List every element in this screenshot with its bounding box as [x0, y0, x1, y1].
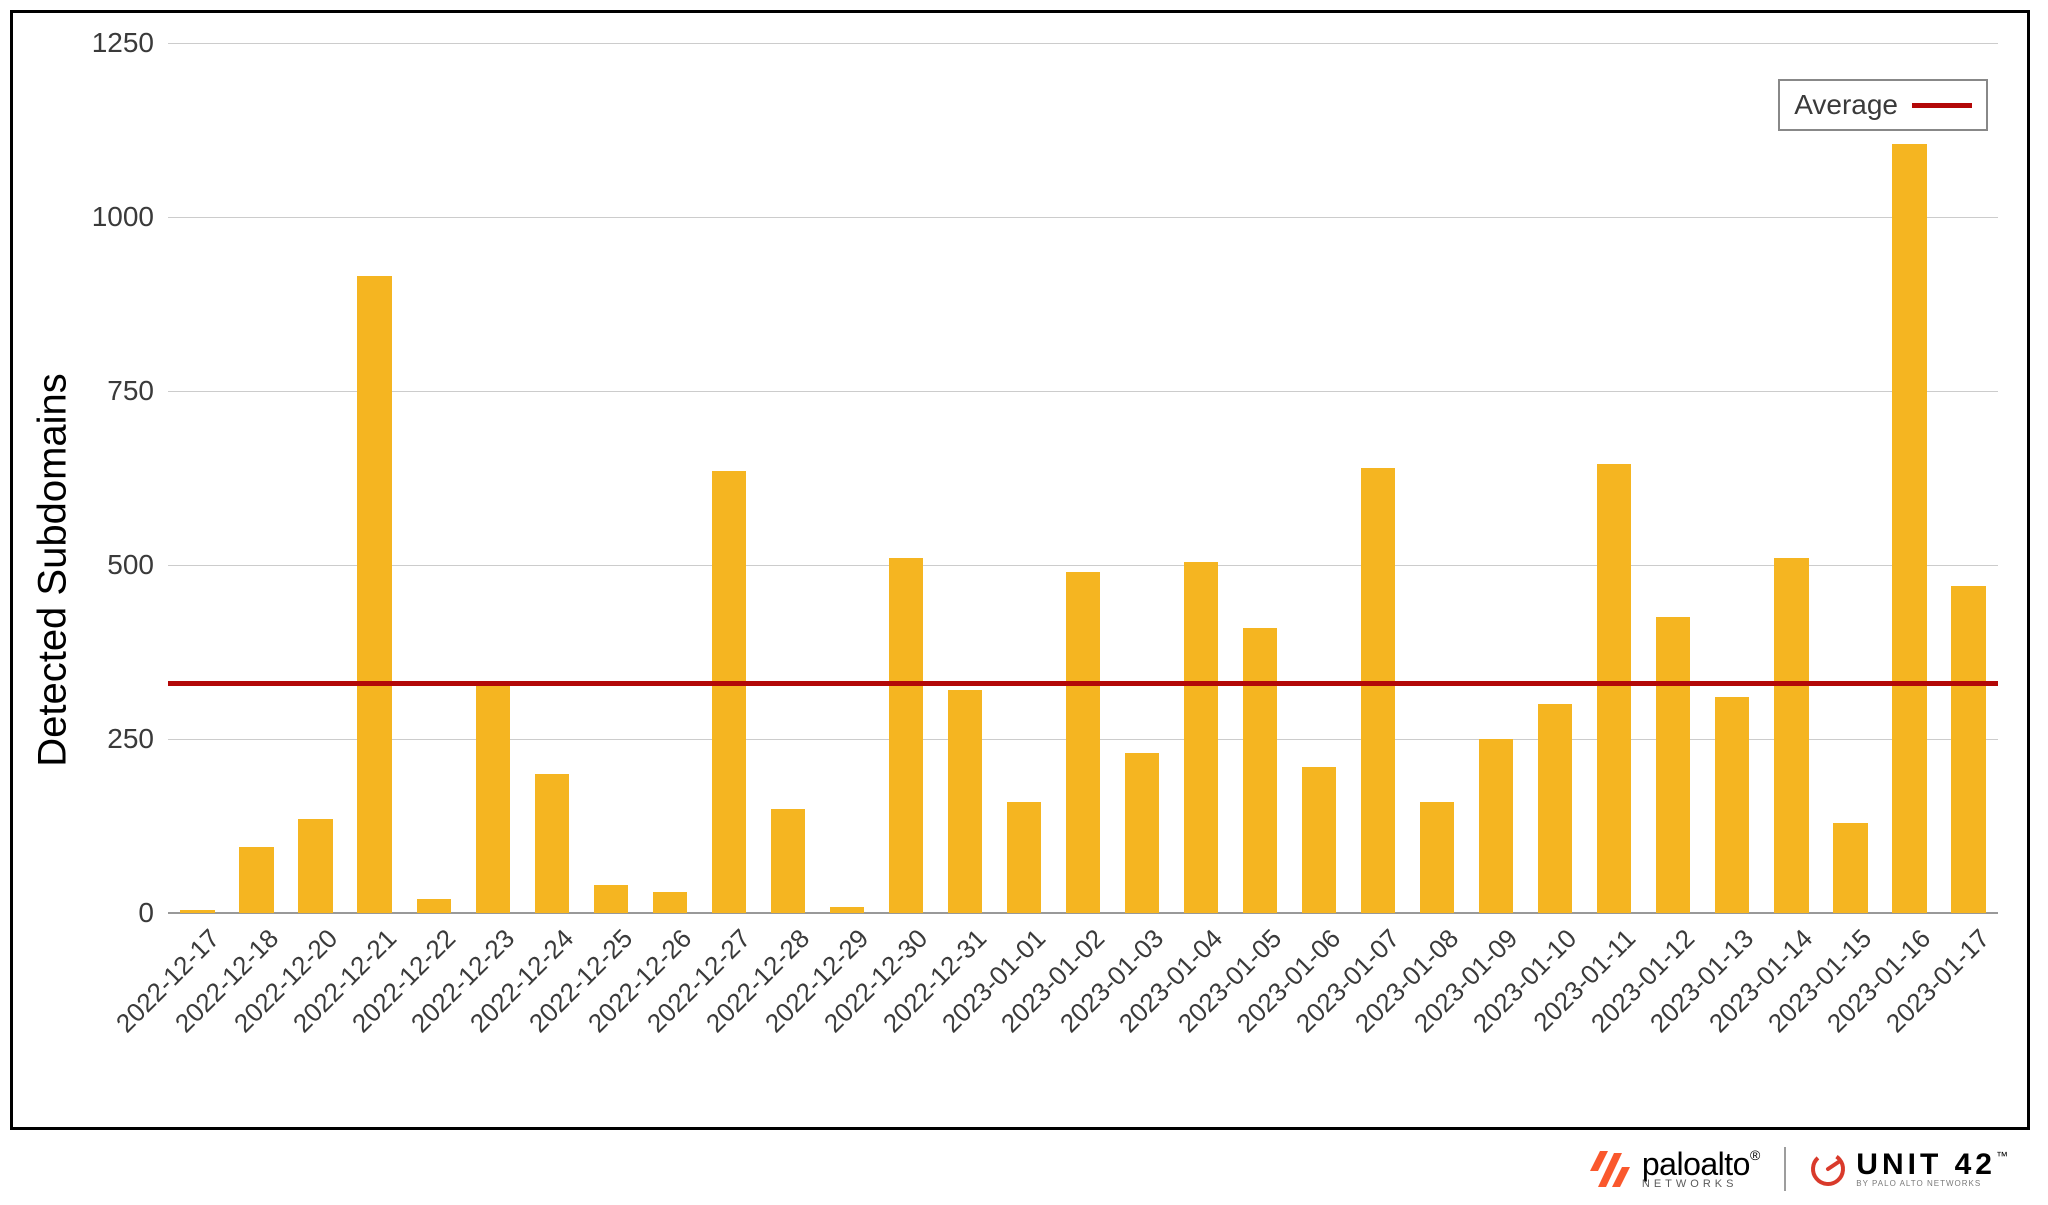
bar — [712, 471, 746, 913]
bar — [1243, 628, 1277, 913]
paloalto-logo: paloalto® NETWORKS — [1588, 1149, 1760, 1190]
chart-frame: Detected Subdomains 2022-12-172022-12-18… — [10, 10, 2030, 1130]
footer-logos: paloalto® NETWORKS UNIT 42™ BY PALO ALTO… — [1588, 1147, 2008, 1191]
bar — [1538, 704, 1572, 913]
unit42-text: UNIT 42 — [1856, 1148, 1996, 1181]
paloalto-text: paloalto — [1642, 1146, 1750, 1182]
unit42-tm: ™ — [1996, 1149, 2008, 1163]
y-tick-label: 1250 — [92, 27, 154, 59]
y-tick-label: 0 — [138, 897, 154, 929]
unit42-wordmark: UNIT 42™ BY PALO ALTO NETWORKS — [1856, 1150, 2008, 1188]
bar — [535, 774, 569, 913]
average-line — [168, 681, 1998, 686]
bar — [1656, 617, 1690, 913]
legend-label-average: Average — [1794, 89, 1898, 121]
bar — [476, 683, 510, 913]
legend-swatch-average — [1912, 103, 1972, 108]
bar — [1479, 739, 1513, 913]
unit42-logo: UNIT 42™ BY PALO ALTO NETWORKS — [1810, 1150, 2008, 1188]
bar — [1597, 464, 1631, 913]
bar — [1007, 802, 1041, 913]
bar — [830, 907, 864, 913]
bar — [1951, 586, 1985, 913]
bar — [417, 899, 451, 913]
bar — [239, 847, 273, 913]
legend: Average — [1778, 79, 1988, 131]
bar — [948, 690, 982, 913]
bar — [357, 276, 391, 913]
paloalto-wordmark: paloalto® NETWORKS — [1642, 1149, 1760, 1190]
bar — [1302, 767, 1336, 913]
y-tick-label: 750 — [107, 375, 154, 407]
gridline — [168, 43, 1998, 44]
bar — [594, 885, 628, 913]
unit42-subtext: BY PALO ALTO NETWORKS — [1856, 1180, 2008, 1188]
bar — [771, 809, 805, 913]
unit42-icon — [1810, 1151, 1846, 1187]
paloalto-registered: ® — [1750, 1147, 1760, 1163]
plot-area: 2022-12-172022-12-182022-12-202022-12-21… — [168, 43, 1998, 913]
bar — [1125, 753, 1159, 913]
y-tick-label: 500 — [107, 549, 154, 581]
x-axis-labels: 2022-12-172022-12-182022-12-202022-12-21… — [168, 913, 1998, 1133]
bar — [1833, 823, 1867, 913]
bar — [653, 892, 687, 913]
bar — [298, 819, 332, 913]
gridline — [168, 217, 1998, 218]
paloalto-subtext: NETWORKS — [1642, 1179, 1760, 1189]
y-tick-label: 250 — [107, 723, 154, 755]
logo-divider — [1784, 1147, 1786, 1191]
gridline — [168, 391, 1998, 392]
paloalto-icon — [1588, 1149, 1632, 1189]
bar — [1184, 562, 1218, 913]
bar — [1361, 468, 1395, 913]
bar — [1066, 572, 1100, 913]
gridline — [168, 565, 1998, 566]
bar — [889, 558, 923, 913]
y-tick-label: 1000 — [92, 201, 154, 233]
y-axis-label: Detected Subdomains — [31, 373, 76, 767]
bar — [1420, 802, 1454, 913]
bar — [1715, 697, 1749, 913]
bar — [1774, 558, 1808, 913]
bar — [180, 910, 214, 913]
bar — [1892, 144, 1926, 913]
